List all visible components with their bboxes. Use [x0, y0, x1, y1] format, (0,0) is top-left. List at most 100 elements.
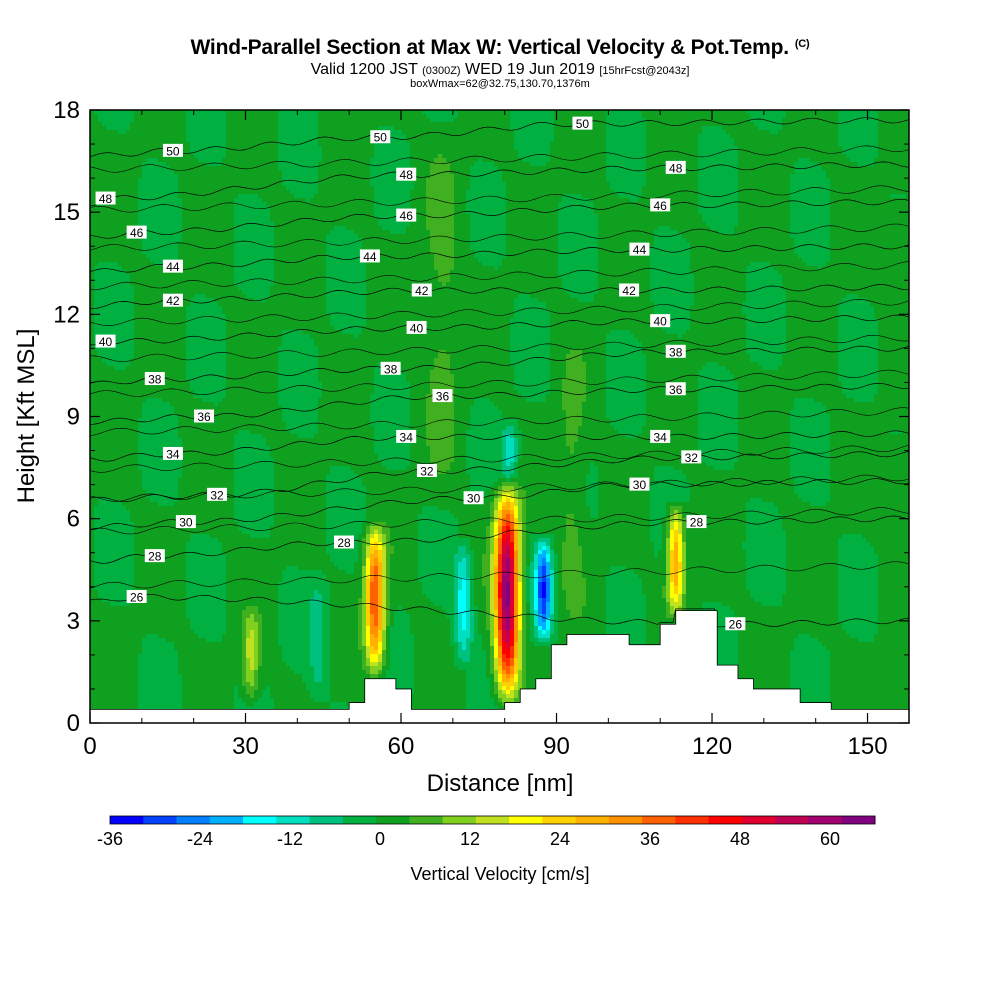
field-cell [514, 646, 518, 650]
field-cell [438, 154, 442, 158]
field-cell [546, 602, 550, 606]
field-cell [490, 626, 494, 630]
field-cell [118, 130, 126, 134]
field-cell [438, 274, 450, 278]
field-cell [798, 158, 810, 162]
field-cell [370, 598, 378, 602]
field-cell [514, 442, 518, 446]
field-cell [366, 594, 370, 598]
colorbar-swatch [309, 816, 344, 824]
field-cell [374, 618, 378, 622]
colorbar-swatch [808, 816, 843, 824]
field-cell [526, 570, 530, 574]
field-cell [494, 666, 498, 670]
field-cell [322, 614, 330, 618]
field-cell [510, 498, 514, 502]
field-cell [654, 310, 690, 314]
isentrope-label-text: 44 [633, 243, 647, 257]
field-cell [518, 446, 522, 450]
field-cell [514, 458, 518, 462]
field-cell [358, 598, 362, 602]
field-cell [546, 550, 550, 554]
field-cell [370, 618, 374, 622]
field-cell [334, 226, 346, 230]
field-cell [514, 666, 518, 670]
field-cell [514, 526, 518, 530]
field-cell [606, 374, 646, 378]
field-cell [458, 638, 466, 642]
isentrope-44 [90, 243, 909, 273]
field-cell [234, 474, 274, 478]
field-cell [546, 586, 550, 590]
field-cell [430, 242, 454, 246]
field-cell [494, 266, 498, 270]
field-cell [278, 354, 318, 358]
field-cell [426, 218, 454, 222]
isentrope-label-text: 46 [654, 199, 668, 213]
field-cell [510, 634, 514, 638]
field-cell [278, 606, 310, 610]
field-cell [370, 630, 378, 634]
isentrope-label-box [650, 429, 671, 443]
field-cell [278, 154, 322, 158]
field-cell [138, 674, 182, 678]
field-cell [142, 250, 178, 254]
field-cell [510, 114, 554, 118]
field-cell [590, 470, 598, 474]
field-cell [142, 470, 182, 474]
field-cell [386, 542, 390, 546]
field-cell [502, 678, 510, 682]
field-cell [790, 198, 830, 202]
chart-title-text: Wind-Parallel Section at Max W: Vertical… [190, 36, 790, 59]
field-cell [498, 498, 502, 502]
colorbar-swatch [542, 816, 577, 824]
field-cell [550, 570, 554, 574]
field-cell [514, 378, 550, 382]
field-cell [430, 246, 454, 250]
field-cell [462, 646, 466, 650]
isentrope-36 [90, 382, 909, 425]
field-cell [842, 390, 878, 394]
isentrope-label-text: 36 [669, 383, 683, 397]
field-cell [566, 414, 582, 418]
field-cell [534, 570, 538, 574]
field-cell [142, 246, 178, 250]
field-cell [234, 502, 274, 506]
field-cell [674, 518, 678, 522]
field-cell [278, 382, 322, 386]
field-cell [186, 342, 226, 346]
field-cell [490, 562, 494, 566]
field-cell [506, 686, 510, 690]
field-cell [454, 646, 458, 650]
field-cell [606, 386, 646, 390]
field-cell [282, 574, 326, 578]
field-cell [246, 678, 254, 682]
y-tick-label: 0 [67, 710, 80, 737]
field-cell [546, 598, 550, 602]
field-cell [506, 450, 514, 454]
field-cell [94, 266, 122, 270]
field-cell [510, 574, 514, 578]
field-cell [486, 594, 490, 598]
field-cell [234, 214, 270, 218]
field-cell [790, 458, 830, 462]
field-cell [502, 626, 506, 630]
field-cell [514, 514, 518, 518]
y-tick-label: 3 [67, 608, 80, 635]
field-cell [514, 134, 554, 138]
field-cell [746, 534, 786, 538]
field-cell [374, 210, 410, 214]
field-cell [450, 630, 454, 634]
field-cell [246, 674, 254, 678]
field-cell [346, 570, 354, 574]
field-cell [502, 482, 518, 486]
field-cell [514, 130, 554, 134]
field-cell [838, 586, 878, 590]
field-cell [566, 606, 582, 610]
field-cell [606, 150, 646, 154]
field-cell [498, 554, 502, 558]
field-cell [790, 678, 830, 682]
field-cell [482, 570, 490, 574]
field-cell [518, 586, 522, 590]
field-cell [522, 666, 526, 670]
